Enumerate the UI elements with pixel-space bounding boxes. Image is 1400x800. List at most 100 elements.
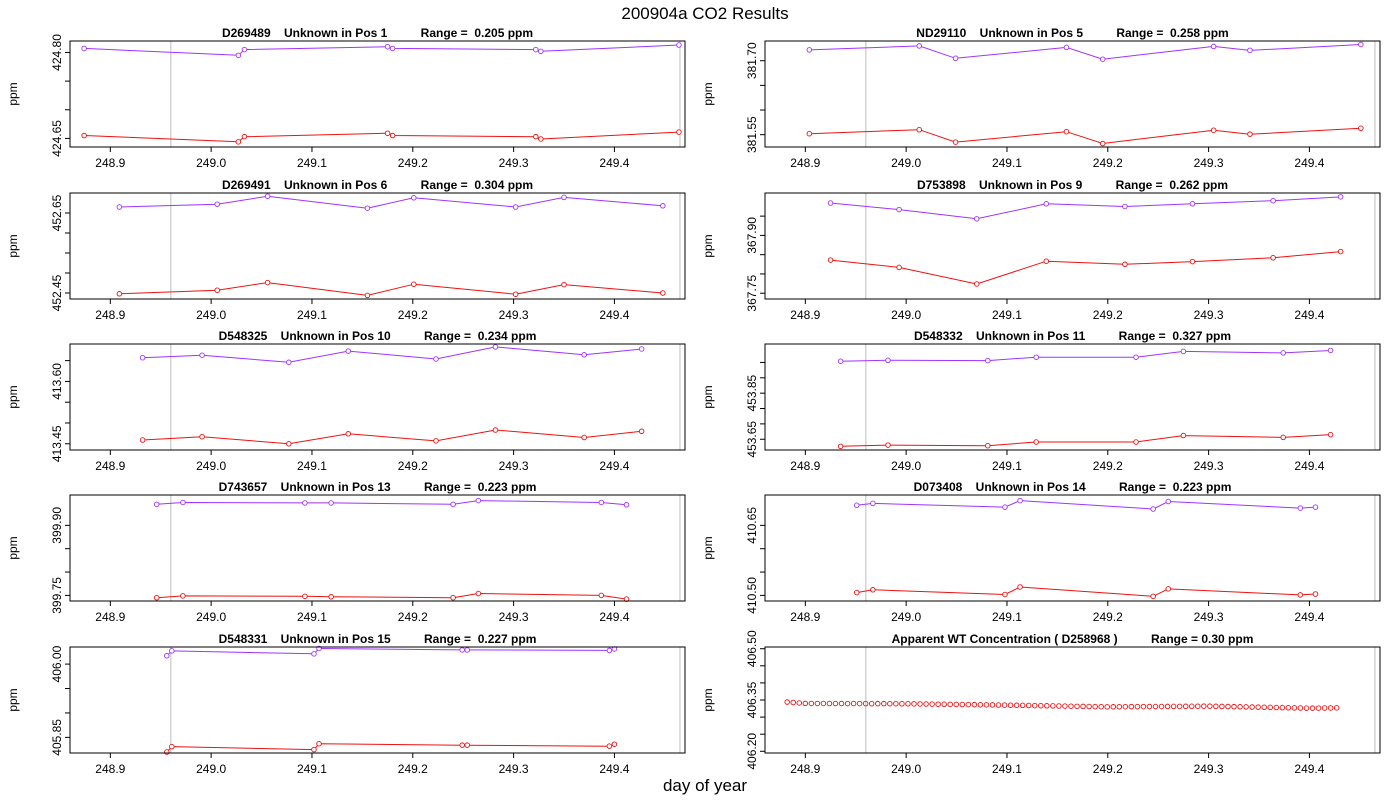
panel-9: D548331 Unknown in Pos 15 Range = 0.227 …: [6, 632, 686, 776]
data-point-lower: [985, 442, 991, 449]
data-point-upper: [264, 193, 271, 199]
data-point: [935, 701, 941, 707]
x-tick-label: 249.4: [599, 762, 629, 776]
x-tick-label: 249.3: [499, 762, 529, 776]
data-point-upper: [450, 501, 456, 508]
x-tick-label: 249.4: [599, 459, 629, 473]
x-tick-label: 249.2: [398, 762, 428, 776]
data-point: [989, 702, 996, 708]
data-point: [826, 700, 833, 707]
data-point-lower: [1247, 131, 1253, 137]
y-tick-label: 399.90: [50, 507, 64, 544]
y-tick-label: 453.65: [745, 421, 759, 458]
x-tick-label: 249.3: [499, 156, 529, 170]
data-point-upper: [952, 55, 959, 62]
data-point-upper: [598, 499, 605, 506]
data-point-upper: [870, 500, 876, 507]
data-point-lower: [1150, 593, 1156, 600]
panel-10: Apparent WT Concentration ( D258968 ) Ra…: [701, 630, 1381, 776]
x-tick-label: 249.3: [1194, 459, 1224, 473]
data-point-upper: [806, 47, 813, 53]
x-tick-label: 249.0: [891, 610, 921, 624]
panel-title: D548325 Unknown in Pos 10 Range = 0.234 …: [219, 329, 537, 343]
data-point-lower: [180, 593, 186, 599]
data-point: [1237, 704, 1243, 710]
data-point-upper: [475, 497, 482, 504]
y-axis-label: ppm: [701, 688, 715, 711]
data-point-upper: [1180, 348, 1187, 355]
x-tick-label: 249.4: [599, 308, 629, 322]
data-point-upper: [464, 647, 470, 653]
x-tick-label: 249.1: [297, 762, 327, 776]
plot-frame: [764, 343, 1381, 451]
data-point-lower: [896, 264, 902, 271]
data-point-upper: [153, 501, 160, 508]
data-point-upper: [512, 204, 519, 210]
x-tick-label: 249.3: [499, 308, 529, 322]
data-point: [917, 701, 923, 707]
data-point: [1116, 704, 1123, 710]
data-point: [1044, 703, 1050, 709]
data-point-upper: [1337, 194, 1344, 200]
data-point-upper: [985, 357, 991, 364]
x-tick-label: 249.0: [891, 459, 921, 473]
data-point: [1225, 703, 1231, 710]
x-tick-label: 249.4: [599, 156, 629, 170]
data-point: [1013, 702, 1020, 709]
data-point: [1321, 705, 1328, 711]
data-point-upper: [1247, 47, 1253, 54]
x-tick-label: 249.1: [992, 156, 1022, 170]
data-point-lower: [389, 132, 396, 139]
data-point-lower: [311, 746, 317, 753]
y-tick-label: 453.85: [745, 374, 759, 411]
x-tick-label: 249.0: [196, 308, 226, 322]
x-tick-label: 249.2: [1093, 459, 1123, 473]
data-point-upper: [169, 648, 175, 654]
data-point: [1303, 705, 1310, 711]
y-tick-label: 406.35: [745, 681, 759, 718]
y-axis-label: ppm: [701, 536, 715, 559]
data-point: [899, 700, 905, 707]
data-point-lower: [475, 590, 482, 597]
data-point-upper: [139, 354, 146, 361]
data-point-lower: [1189, 258, 1196, 265]
data-point-upper: [533, 46, 539, 53]
x-tick-label: 249.4: [1294, 459, 1324, 473]
data-point-lower: [581, 434, 587, 441]
data-point-lower: [450, 594, 456, 601]
data-point-upper: [581, 352, 587, 358]
data-point-lower: [241, 133, 248, 140]
x-tick-label: 248.9: [790, 308, 820, 322]
data-point: [1038, 702, 1044, 709]
data-point-lower: [973, 281, 980, 287]
data-point-lower: [952, 139, 959, 145]
plot-frame: [764, 494, 1381, 602]
panel-3: D269491 Unknown in Pos 6 Range = 0.304 p…: [6, 178, 686, 322]
data-point-lower: [885, 442, 891, 448]
data-point: [838, 700, 845, 707]
data-point-lower: [837, 443, 844, 450]
series-line-lower: [166, 743, 615, 753]
y-tick-label: 410.50: [745, 577, 759, 614]
data-point: [1128, 703, 1135, 710]
x-tick-label: 249.4: [1294, 610, 1324, 624]
data-point-upper: [384, 43, 391, 50]
data-point-upper: [623, 502, 630, 508]
series-line-upper: [166, 647, 615, 657]
data-point-upper: [1358, 41, 1364, 48]
data-point-upper: [638, 346, 645, 352]
data-point-upper: [538, 48, 544, 55]
data-point-upper: [345, 348, 352, 354]
data-point: [1273, 704, 1280, 711]
x-tick-label: 248.9: [95, 459, 125, 473]
plot-frame: [69, 192, 686, 300]
data-point-lower: [214, 287, 220, 293]
y-axis-label: ppm: [6, 536, 20, 559]
data-point-lower: [538, 136, 544, 142]
data-point-lower: [1327, 431, 1334, 438]
data-point-upper: [896, 206, 902, 213]
data-point: [947, 701, 953, 708]
data-point: [1327, 705, 1334, 711]
data-point: [959, 701, 966, 708]
